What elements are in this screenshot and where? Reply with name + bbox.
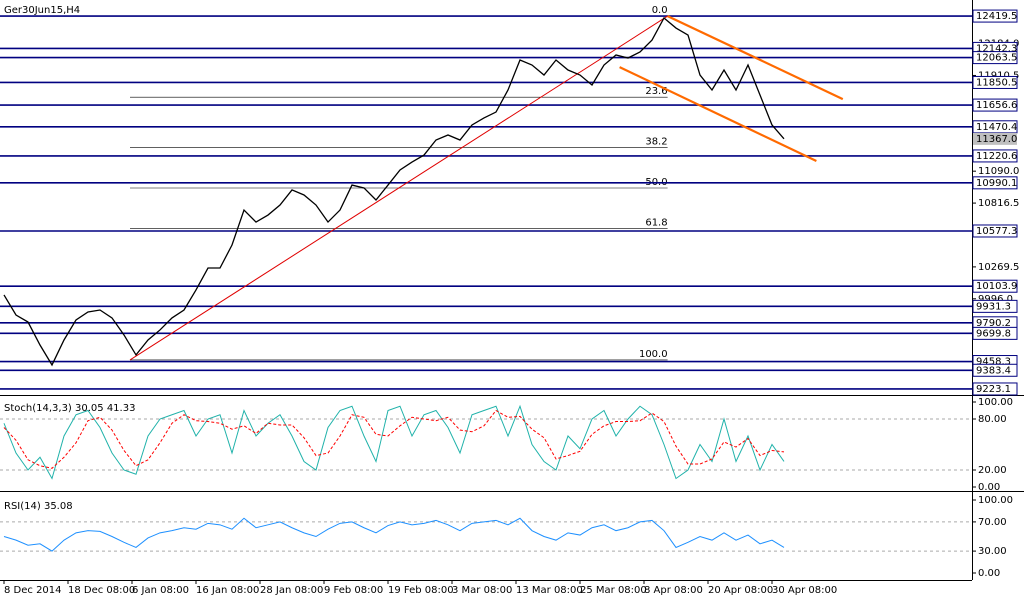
level-label: 9223.1 xyxy=(976,384,1011,395)
x-tick-label: 30 Apr 08:00 xyxy=(772,585,837,596)
level-label: 12063.5 xyxy=(976,53,1017,64)
level-label: 11656.6 xyxy=(976,100,1017,111)
level-label-box xyxy=(972,9,1018,23)
current-price-label: 11367.0 xyxy=(976,134,1017,145)
x-tick-label: 3 Mar 08:00 xyxy=(452,585,512,596)
panel-title: Ger30Jun15,H4 xyxy=(4,5,80,16)
level-label-box xyxy=(972,120,1018,134)
fib-label: 100.0 xyxy=(639,349,668,360)
level-label-box xyxy=(972,149,1018,163)
fib-label: 23.6 xyxy=(645,86,667,97)
y-tick-label: 0.00 xyxy=(978,482,1000,493)
y-tick-label: 80.00 xyxy=(978,414,1007,425)
x-tick-label: 13 Mar 08:00 xyxy=(516,585,583,596)
x-tick-label: 8 Dec 2014 xyxy=(4,585,62,596)
x-tick-label: 19 Feb 08:00 xyxy=(388,585,454,596)
level-label: 9458.3 xyxy=(976,357,1011,368)
x-tick-label: 28 Jan 08:00 xyxy=(260,585,323,596)
level-label: 9699.8 xyxy=(976,328,1011,339)
fib-label: 0.0 xyxy=(652,5,668,16)
level-label-box xyxy=(972,75,1018,89)
trend-line xyxy=(619,66,817,163)
level-label: 9790.2 xyxy=(976,318,1011,329)
x-tick-label: 9 Feb 08:00 xyxy=(324,585,383,596)
level-label: 10103.9 xyxy=(976,281,1017,292)
fib-label: 61.8 xyxy=(645,218,667,229)
level-label: 10990.1 xyxy=(976,178,1017,189)
series-line xyxy=(3,404,785,480)
x-tick-label: 16 Jan 08:00 xyxy=(196,585,259,596)
level-label-box xyxy=(972,299,1018,313)
series-line xyxy=(3,517,785,552)
y-tick-label: 70.00 xyxy=(978,517,1007,528)
level-label-box xyxy=(972,224,1018,238)
level-label-box xyxy=(972,279,1018,293)
y-tick-label: 100.00 xyxy=(978,397,1013,408)
y-tick-label: 20.00 xyxy=(978,465,1007,476)
y-tick-label: 30.00 xyxy=(978,546,1007,557)
level-label-box xyxy=(972,363,1018,377)
series-line xyxy=(3,16,785,367)
level-label: 11470.4 xyxy=(976,122,1017,133)
panel-title: RSI(14) 35.08 xyxy=(4,501,73,512)
trend-line xyxy=(667,15,844,101)
x-tick-label: 18 Dec 08:00 xyxy=(68,585,135,596)
y-tick-label: 10269.5 xyxy=(978,262,1019,273)
level-label: 9383.4 xyxy=(976,365,1011,376)
x-tick-label: 8 Apr 08:00 xyxy=(644,585,703,596)
y-tick-label: 10816.5 xyxy=(978,198,1019,209)
x-tick-label: 25 Mar 08:00 xyxy=(580,585,647,596)
level-label-box xyxy=(972,51,1018,65)
y-tick-label: 100.00 xyxy=(978,495,1013,506)
series-line xyxy=(3,409,785,469)
level-label-box xyxy=(972,326,1018,340)
y-tick-label: 9996.0 xyxy=(978,294,1013,305)
x-tick-label: 20 Apr 08:00 xyxy=(708,585,773,596)
x-tick-label: 6 Jan 08:00 xyxy=(132,585,189,596)
current-price-box xyxy=(973,132,1017,145)
level-label-box xyxy=(972,98,1018,112)
level-label: 11850.5 xyxy=(976,77,1017,88)
y-tick-label: 11090.0 xyxy=(978,166,1019,177)
level-label: 10577.3 xyxy=(976,226,1017,237)
panel-title: Stoch(14,3,3) 30.05 41.33 xyxy=(4,403,135,414)
level-label: 9931.3 xyxy=(976,301,1011,312)
level-label-box xyxy=(972,176,1018,190)
level-label: 12142.3 xyxy=(976,43,1017,54)
trend-line xyxy=(129,15,668,361)
y-tick-label: 0.00 xyxy=(978,568,1000,579)
level-label: 12419.5 xyxy=(976,11,1017,22)
level-label: 11220.6 xyxy=(976,151,1017,162)
level-label-box xyxy=(972,382,1018,396)
fib-label: 38.2 xyxy=(645,136,667,147)
